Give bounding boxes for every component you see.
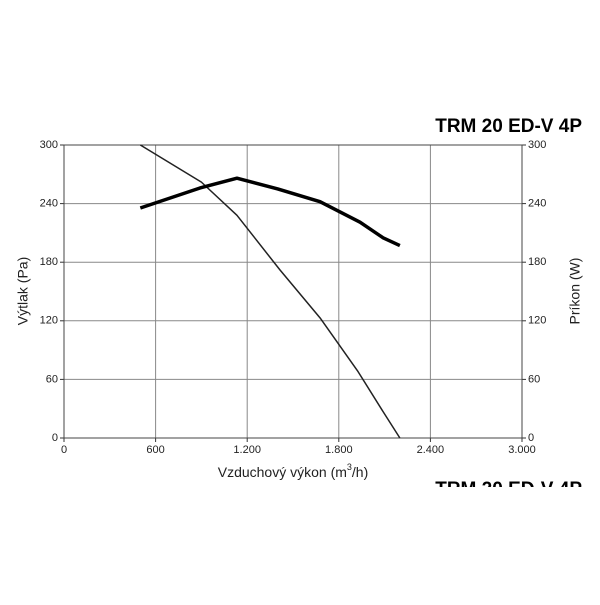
x-tick-label: 1.800 [325,444,353,456]
x-label-part: Vzduchový výkon (m [218,464,347,480]
y2-tick-label: 300 [528,139,546,151]
x-tick-label: 1.200 [233,444,261,456]
y2-axis-label: Príkon (W) [567,258,583,325]
y2-tick-label: 240 [528,198,546,210]
y2-tick-label: 0 [528,432,534,444]
series-line [139,176,401,248]
x-label-sup: 3 [347,462,352,472]
y-tick-label: 0 [52,432,58,444]
x-label-part: /h) [352,464,368,480]
x-tick-label: 0 [61,444,67,456]
chart-title: TRM 20 ED-V 4P [435,116,582,137]
footer-title: TRM 20 ED-V 4P [435,479,582,500]
y-tick-label: 60 [46,373,58,385]
y2-tick-label: 60 [528,373,540,385]
y2-tick-label: 180 [528,256,546,268]
x-tick-label: 3.000 [508,444,536,456]
y-tick-label: 180 [40,256,58,268]
series-line [139,144,401,439]
y-axis-label: Výtlak (Pa) [15,257,31,325]
plot-frame [63,144,523,439]
x-axis-label: Vzduchový výkon (m3/h) [218,462,369,479]
x-tick-label: 2.400 [417,444,445,456]
y-tick-label: 300 [40,139,58,151]
y2-tick-label: 120 [528,315,546,327]
y-tick-label: 120 [40,315,58,327]
x-tick-label: 600 [146,444,164,456]
y-tick-label: 240 [40,198,58,210]
